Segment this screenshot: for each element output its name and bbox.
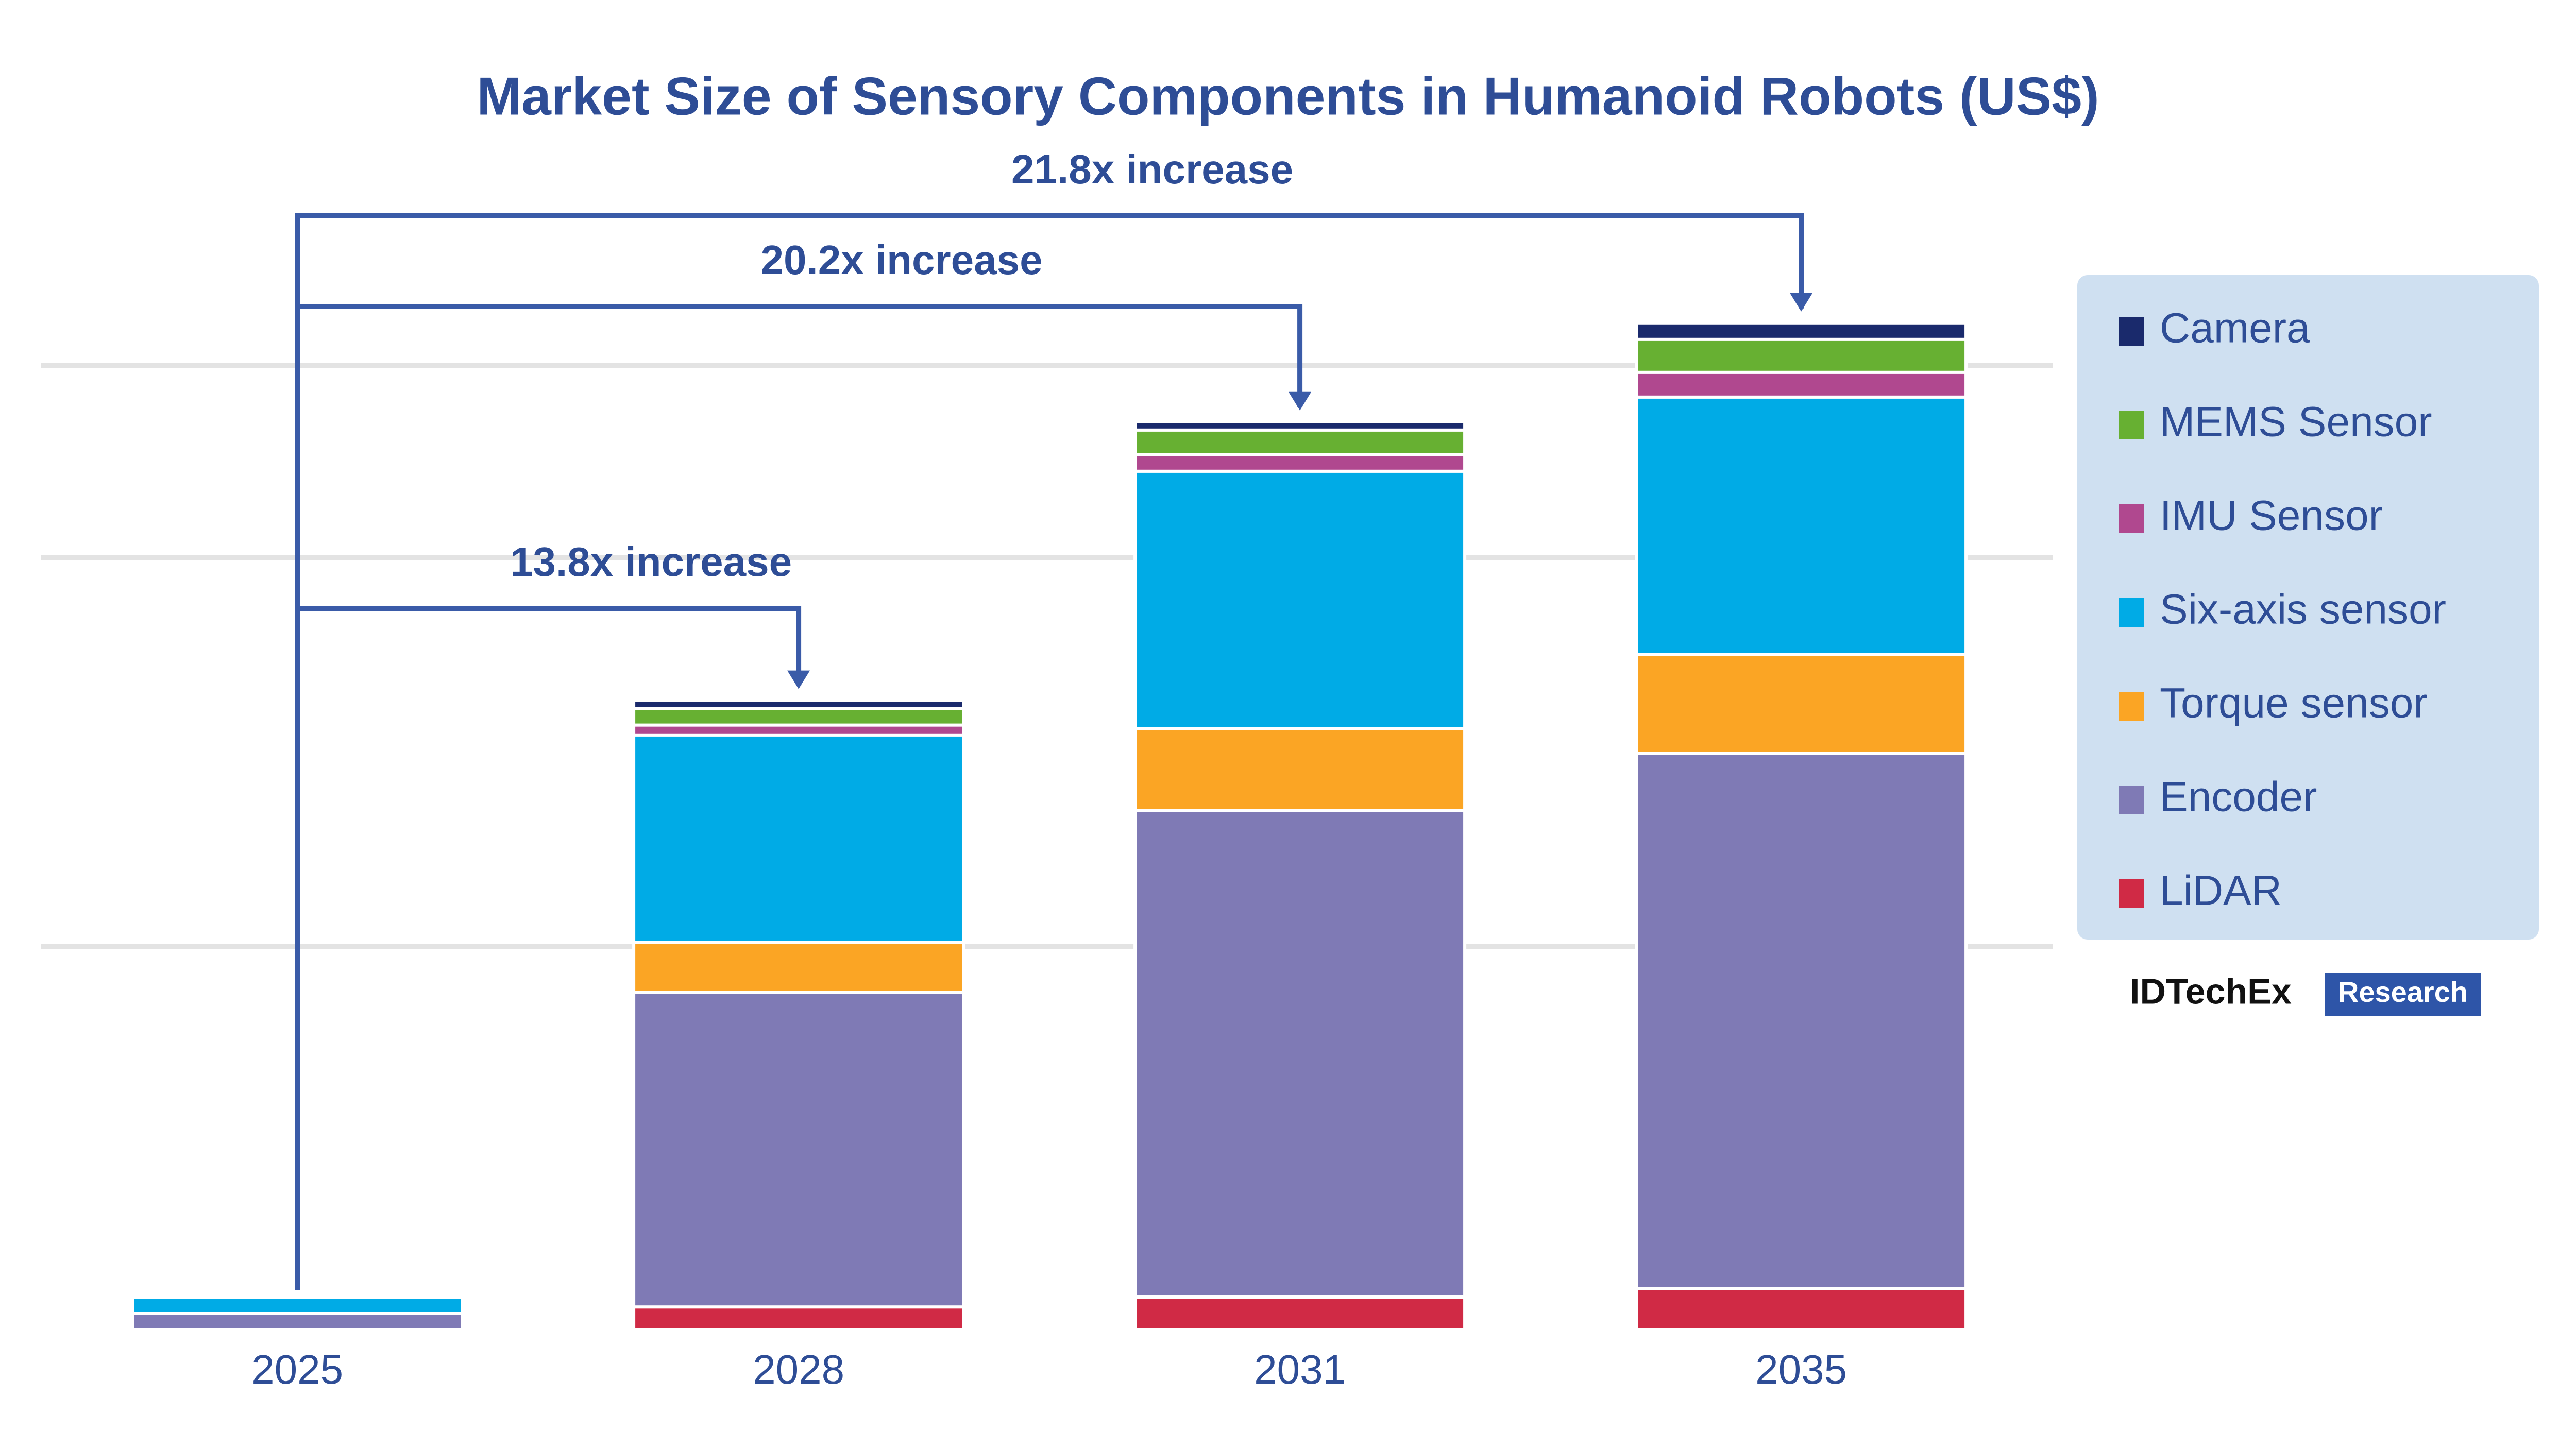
bar-segment	[131, 1312, 464, 1332]
source: IDTechEx	[2130, 971, 2292, 1011]
x-tick-label: 2035	[1755, 1346, 1847, 1392]
bar-segment	[1635, 653, 1968, 755]
legend-swatch	[2119, 317, 2144, 346]
annotation: 20.2x increase	[761, 237, 1043, 283]
bracket	[295, 213, 1804, 1290]
bar-segment	[131, 1295, 464, 1315]
arrow-head	[787, 670, 810, 689]
legend-label: Six-axis sensor	[2160, 586, 2446, 633]
bar-segment	[1133, 420, 1467, 432]
bar-segment	[1133, 453, 1467, 473]
bar-segment	[1133, 809, 1467, 1299]
bar-segment	[1133, 1295, 1467, 1332]
bar-segment	[632, 941, 965, 994]
legend-label: Camera	[2160, 305, 2310, 352]
bar-segment	[1635, 752, 1968, 1290]
arrow-head	[1289, 391, 1312, 411]
bar-segment	[1635, 1287, 1968, 1332]
bar-segment	[1133, 469, 1467, 730]
annotation: 13.8x increase	[510, 539, 792, 585]
x-tick-label: 2028	[753, 1346, 844, 1392]
bar-segment	[1133, 428, 1467, 456]
bar-segment	[632, 991, 965, 1309]
bar-segment	[632, 707, 965, 727]
x-tick-label: 2025	[251, 1346, 343, 1392]
legend: LiDAR Encoder Torque sensor Six-axis sensor…	[2119, 305, 2446, 914]
bar-segment	[1635, 321, 1968, 341]
annotation: 21.8x increase	[1011, 146, 1293, 192]
legend-swatch	[2119, 786, 2144, 814]
source-tag: Research	[2338, 976, 2468, 1008]
bar-segment	[1133, 727, 1467, 812]
bar-segment	[632, 1305, 965, 1332]
legend-label: IMU Sensor	[2160, 492, 2383, 539]
bar-segment	[632, 733, 965, 945]
arrow-head	[1790, 293, 1813, 312]
legend-box	[2077, 275, 2539, 940]
legend-label: Torque sensor	[2160, 680, 2428, 727]
legend-label: MEMS Sensor	[2160, 399, 2432, 446]
legend-swatch	[2119, 411, 2144, 439]
chart-title: Market Size of Sensory Components in Hum…	[477, 66, 2099, 126]
legend-swatch	[2119, 879, 2144, 908]
bar-segment	[1635, 337, 1968, 374]
bar-segment	[1635, 370, 1968, 399]
legend-swatch	[2119, 692, 2144, 721]
x-tick-label: 2031	[1254, 1346, 1346, 1392]
bar-segment	[632, 698, 965, 710]
legend-swatch	[2119, 598, 2144, 627]
legend-swatch	[2119, 504, 2144, 533]
legend-label: LiDAR	[2160, 867, 2282, 914]
source-tag-box	[2325, 973, 2481, 1016]
bar-segment	[1635, 395, 1968, 656]
legend-label: Encoder	[2160, 774, 2317, 821]
